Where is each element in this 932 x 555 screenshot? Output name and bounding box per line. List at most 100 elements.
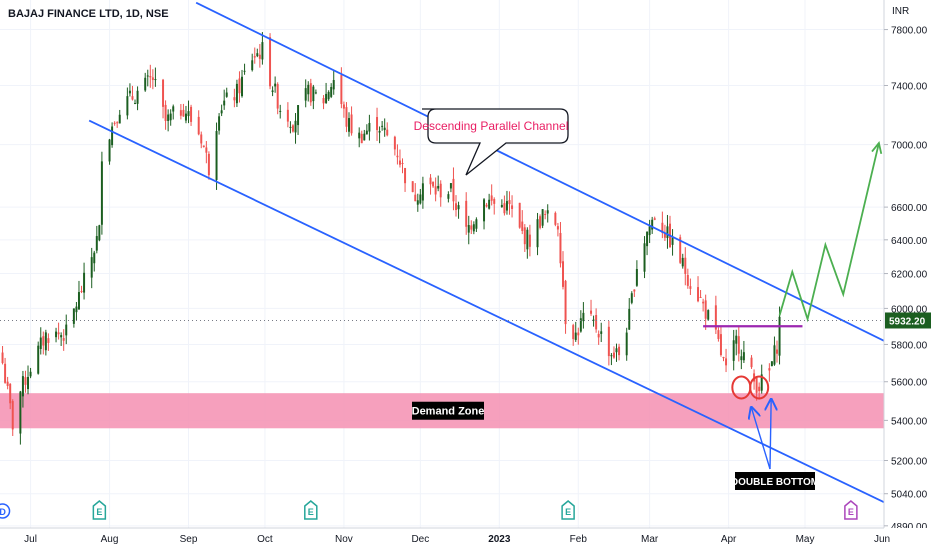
earnings-marker xyxy=(561,500,575,520)
candle-body xyxy=(470,225,473,230)
candle-body xyxy=(83,272,86,293)
candle-body xyxy=(689,286,692,289)
candle-body xyxy=(29,371,32,377)
candle-body xyxy=(164,104,167,121)
y-tick-label: 6200.00 xyxy=(891,270,928,281)
event-marker-letter: E xyxy=(848,507,854,517)
candle-body xyxy=(653,218,656,220)
candle-body xyxy=(582,312,585,322)
candle-body xyxy=(261,42,264,60)
candle-body xyxy=(755,376,758,393)
candle-body xyxy=(597,333,600,338)
candle-body xyxy=(625,332,628,356)
candle-body xyxy=(493,199,496,204)
candle-body xyxy=(455,203,458,211)
candle-body xyxy=(358,132,361,139)
candle-body xyxy=(27,376,30,390)
candle-body xyxy=(396,155,399,158)
candle-body xyxy=(95,236,98,251)
candle-body xyxy=(116,122,119,124)
dividend-marker xyxy=(0,503,11,519)
candle-body xyxy=(437,185,440,189)
x-tick-label: Sep xyxy=(180,534,198,545)
candle-body xyxy=(269,37,272,87)
y-tick-label: 5200.00 xyxy=(891,456,928,467)
candle-body xyxy=(154,79,157,81)
projection-path xyxy=(778,142,880,323)
channel-callout-text: Descending Parallel Channel xyxy=(414,119,569,133)
candle-body xyxy=(332,80,335,90)
double-bottom-arrow xyxy=(770,399,771,470)
candle-body xyxy=(600,331,603,334)
event-marker-letter: E xyxy=(96,507,102,517)
candle-body xyxy=(615,348,618,353)
y-tick-label: 6600.00 xyxy=(891,203,928,214)
candle-body xyxy=(19,391,22,434)
candle-body xyxy=(37,345,40,374)
candle-body xyxy=(197,116,200,135)
candle-body xyxy=(778,316,781,356)
candle-body xyxy=(1,352,4,364)
earnings-marker xyxy=(304,500,318,520)
candle-body xyxy=(432,181,435,187)
x-tick-label: Feb xyxy=(570,534,588,545)
candle-body xyxy=(679,237,682,263)
candle-body xyxy=(330,86,333,97)
candle-body xyxy=(241,76,244,97)
candles-layer xyxy=(1,32,781,445)
candle-body xyxy=(4,363,7,383)
candle-body xyxy=(271,90,274,93)
candle-body xyxy=(276,84,279,109)
candle-body xyxy=(457,205,460,210)
channel-lower-line xyxy=(88,119,885,503)
candle-body xyxy=(47,338,50,343)
candle-body xyxy=(348,118,351,132)
candle-body xyxy=(350,114,353,134)
candle-body xyxy=(579,318,582,332)
candle-body xyxy=(485,204,488,207)
candle-body xyxy=(488,199,491,209)
candle-body xyxy=(169,113,172,121)
candle-body xyxy=(528,234,531,247)
candle-body xyxy=(90,257,93,278)
candle-body xyxy=(368,122,371,132)
candle-body xyxy=(719,334,722,356)
candle-body xyxy=(404,168,407,184)
candle-body xyxy=(6,381,9,386)
candle-body xyxy=(559,232,562,264)
candle-body xyxy=(55,331,58,338)
y-tick-label: 7800.00 xyxy=(891,26,928,37)
candle-body xyxy=(671,237,674,245)
y-tick-label: 7400.00 xyxy=(891,82,928,93)
candle-body xyxy=(610,355,613,357)
candle-body xyxy=(149,76,152,78)
candle-body xyxy=(75,306,78,313)
candle-body xyxy=(526,229,529,250)
candle-body xyxy=(98,225,101,241)
candle-body xyxy=(100,161,103,225)
candle-body xyxy=(742,352,745,361)
y-tick-label: 7000.00 xyxy=(891,141,928,152)
x-tick-label: 2023 xyxy=(488,534,511,545)
candle-body xyxy=(289,126,292,128)
candle-body xyxy=(666,226,669,239)
candle-body xyxy=(508,200,511,205)
candle-body xyxy=(536,219,539,248)
candle-body xyxy=(215,131,218,180)
candle-body xyxy=(146,75,149,77)
candle-body xyxy=(472,224,475,232)
double-bottom-label-box xyxy=(735,472,815,490)
candle-body xyxy=(684,257,687,274)
candle-body xyxy=(434,186,437,195)
candle-body xyxy=(325,93,328,103)
candle-body xyxy=(167,114,170,121)
x-tick-label: Dec xyxy=(411,534,429,545)
candle-body xyxy=(233,97,236,101)
y-tick-label: 6400.00 xyxy=(891,236,928,247)
candle-body xyxy=(111,126,114,146)
candle-body xyxy=(681,257,684,267)
